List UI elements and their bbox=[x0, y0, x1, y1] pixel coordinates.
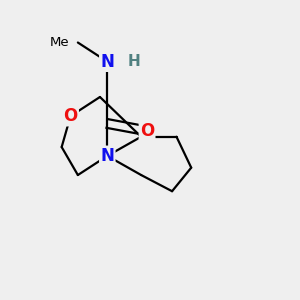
Text: O: O bbox=[63, 107, 78, 125]
Text: N: N bbox=[100, 53, 114, 71]
Text: H: H bbox=[128, 54, 140, 69]
Text: O: O bbox=[140, 122, 154, 140]
Text: Me: Me bbox=[50, 36, 69, 49]
Text: N: N bbox=[100, 147, 114, 165]
